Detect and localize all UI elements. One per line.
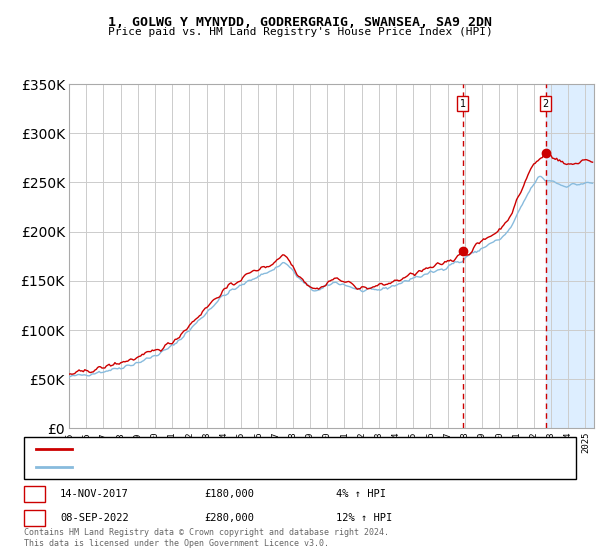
Bar [584, 84, 594, 428]
Text: 2: 2 [542, 99, 549, 109]
Text: 2: 2 [31, 513, 38, 523]
Text: HPI: Average price, detached house, Neath Port Talbot: HPI: Average price, detached house, Neat… [78, 462, 389, 472]
Text: 12% ↑ HPI: 12% ↑ HPI [336, 513, 392, 523]
Text: 1, GOLWG Y MYNYDD, GODRERGRAIG, SWANSEA, SA9 2DN (detached house): 1, GOLWG Y MYNYDD, GODRERGRAIG, SWANSEA,… [78, 444, 460, 454]
Text: Price paid vs. HM Land Registry's House Price Index (HPI): Price paid vs. HM Land Registry's House … [107, 27, 493, 37]
Bar [545, 84, 594, 428]
Text: £180,000: £180,000 [204, 489, 254, 499]
Text: £280,000: £280,000 [204, 513, 254, 523]
Text: 1: 1 [460, 99, 466, 109]
Text: 08-SEP-2022: 08-SEP-2022 [60, 513, 129, 523]
Text: 14-NOV-2017: 14-NOV-2017 [60, 489, 129, 499]
Text: Contains HM Land Registry data © Crown copyright and database right 2024.
This d: Contains HM Land Registry data © Crown c… [24, 528, 389, 548]
Text: 4% ↑ HPI: 4% ↑ HPI [336, 489, 386, 499]
Text: 1: 1 [31, 489, 38, 499]
Text: 1, GOLWG Y MYNYDD, GODRERGRAIG, SWANSEA, SA9 2DN: 1, GOLWG Y MYNYDD, GODRERGRAIG, SWANSEA,… [108, 16, 492, 29]
